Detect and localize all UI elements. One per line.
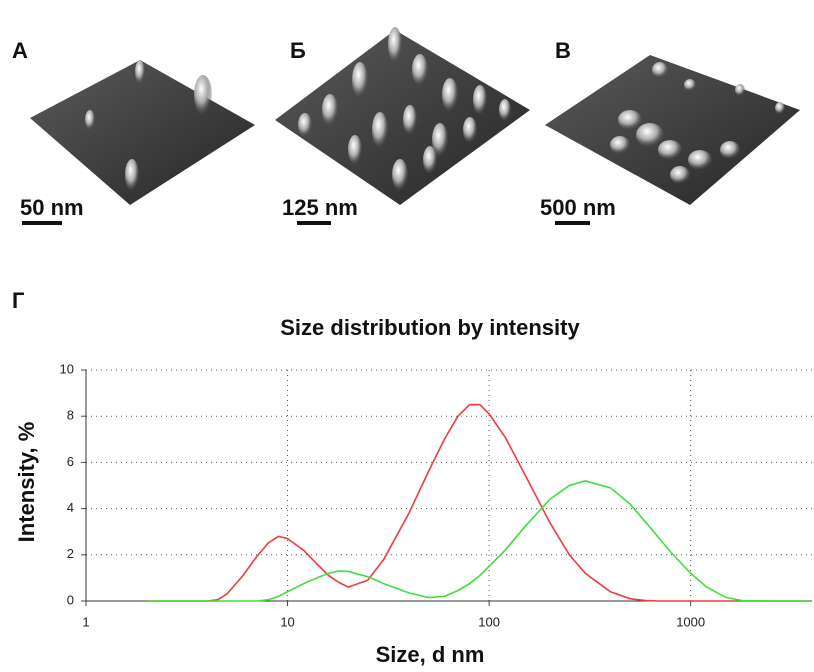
panel-label: Г bbox=[12, 288, 25, 313]
x-tick-label: 100 bbox=[478, 614, 500, 629]
x-axis-label: Size, d nm bbox=[376, 642, 485, 667]
series-line bbox=[147, 481, 812, 601]
x-tick-label: 10 bbox=[280, 614, 294, 629]
panel-label: А bbox=[12, 38, 28, 63]
scale-bar bbox=[22, 221, 62, 225]
afm-peak bbox=[194, 75, 212, 115]
y-tick-label: 8 bbox=[67, 408, 74, 423]
afm-surface bbox=[545, 55, 800, 205]
scale-bar bbox=[555, 221, 590, 225]
scale-label: 500 nm bbox=[540, 195, 616, 220]
x-tick-label: 1 bbox=[82, 614, 89, 629]
panel-label: Б bbox=[290, 38, 306, 63]
afm-peak bbox=[135, 60, 145, 84]
scale-label: 125 nm bbox=[282, 195, 358, 220]
plot: 0 2 4 6 8 10 1 10 100 1000 bbox=[60, 361, 812, 629]
panel-label: В bbox=[555, 38, 571, 63]
series-line bbox=[147, 405, 812, 601]
y-tick-label: 4 bbox=[67, 500, 74, 515]
x-tick-label: 1000 bbox=[676, 614, 705, 629]
y-tick-label: 0 bbox=[67, 592, 74, 607]
afm-peak bbox=[125, 159, 139, 191]
y-tick-label: 6 bbox=[67, 454, 74, 469]
afm-images bbox=[30, 27, 800, 205]
chart-title: Size distribution by intensity bbox=[280, 315, 580, 340]
scale-bar bbox=[297, 221, 331, 225]
figure: А Б В 50 nm 125 nm 500 nm Г Size distrib… bbox=[0, 0, 814, 672]
scale-label: 50 nm bbox=[20, 195, 84, 220]
y-tick-label: 10 bbox=[60, 361, 74, 376]
y-axis-label: Intensity, % bbox=[14, 422, 39, 543]
afm-peak bbox=[85, 110, 95, 130]
y-tick-label: 2 bbox=[67, 546, 74, 561]
